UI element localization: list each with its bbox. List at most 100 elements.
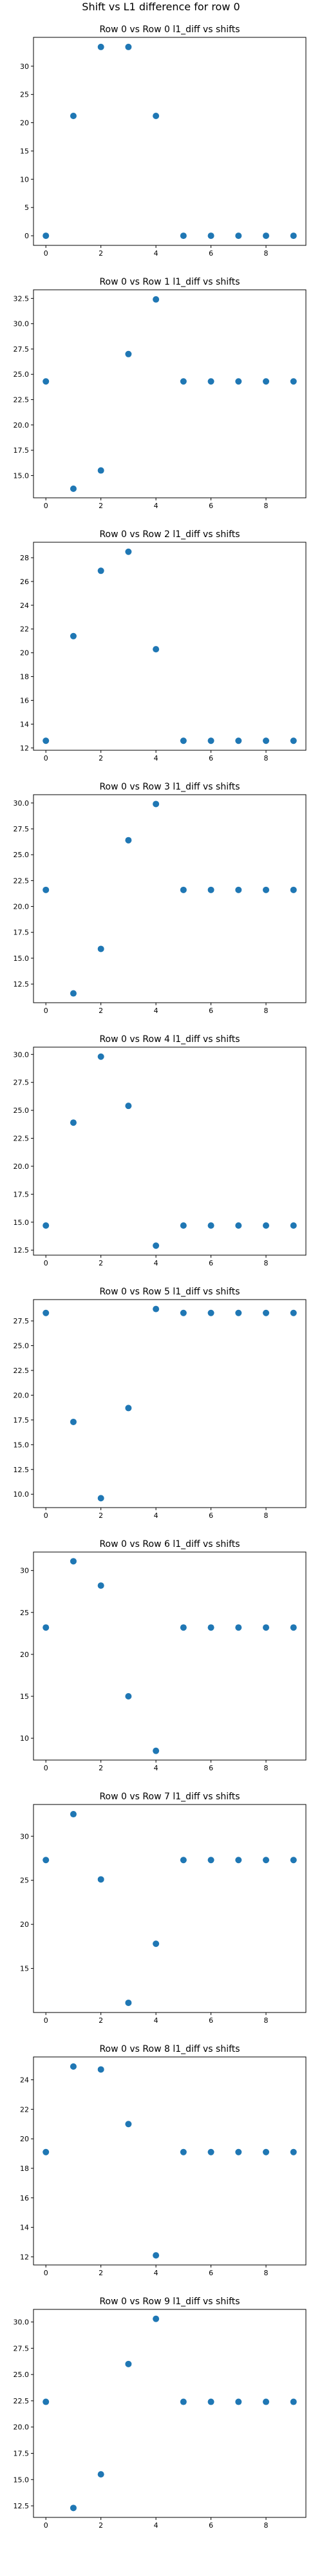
data-point xyxy=(180,378,187,385)
y-tick-label: 15 xyxy=(20,1692,29,1701)
data-point xyxy=(180,1309,187,1316)
x-tick-label: 4 xyxy=(154,1764,158,1772)
y-tick-label: 20 xyxy=(20,119,29,128)
x-tick-label: 8 xyxy=(264,1007,269,1015)
data-point xyxy=(153,296,160,303)
data-point xyxy=(290,378,297,385)
x-tick-label: 6 xyxy=(209,2521,213,2530)
axes-frame xyxy=(33,1299,307,1508)
subplot-title: Row 0 vs Row 2 l1_diff vs shifts xyxy=(99,529,240,540)
x-tick-label: 6 xyxy=(209,1764,213,1772)
x-tick-label: 8 xyxy=(264,1511,269,1520)
y-tick-label: 20 xyxy=(20,1651,29,1659)
data-point xyxy=(207,378,214,385)
data-point xyxy=(263,737,270,744)
y-tick-label: 20 xyxy=(20,1920,29,1929)
data-point xyxy=(235,1624,242,1631)
data-point xyxy=(235,1222,242,1229)
y-tick-label: 15.0 xyxy=(14,1218,30,1227)
data-point xyxy=(70,2505,77,2512)
data-point xyxy=(235,737,242,744)
x-tick-label: 2 xyxy=(99,1007,103,1015)
y-tick-label: 25.0 xyxy=(14,1106,30,1115)
y-tick-label: 22.5 xyxy=(14,1135,30,1143)
data-point xyxy=(97,1495,104,1502)
x-tick-label: 8 xyxy=(264,1764,269,1772)
axes-frame xyxy=(33,542,307,751)
data-point xyxy=(70,1558,77,1565)
data-point xyxy=(207,1624,214,1631)
x-tick-label: 8 xyxy=(264,502,269,510)
axes-frame xyxy=(33,1046,307,1256)
y-tick-label: 15 xyxy=(20,1965,29,1973)
data-point xyxy=(263,886,270,893)
x-tick-label: 6 xyxy=(209,502,213,510)
data-point xyxy=(125,1999,132,2006)
subplot-title: Row 0 vs Row 0 l1_diff vs shifts xyxy=(99,24,240,35)
data-point xyxy=(290,2398,297,2405)
data-point xyxy=(153,113,160,120)
data-point xyxy=(97,567,104,574)
subplot-1: Row 0 vs Row 1 l1_diff vs shifts 0 2 4 6 8 15.… xyxy=(14,277,307,510)
data-point xyxy=(153,1305,160,1312)
data-point xyxy=(70,1119,77,1126)
y-tick-label: 15 xyxy=(20,147,29,155)
y-tick-label: 22 xyxy=(20,625,29,634)
subplot-5: Row 0 vs Row 5 l1_diff vs shifts 0 2 4 6 8 10.… xyxy=(14,1287,307,1520)
axes-frame xyxy=(33,2309,307,2518)
y-tick-label: 15.0 xyxy=(14,2476,30,2484)
data-point xyxy=(43,1624,50,1631)
x-tick-label: 0 xyxy=(44,754,48,762)
axes-frame xyxy=(33,794,307,1003)
x-tick-label: 4 xyxy=(154,2521,158,2530)
data-point xyxy=(235,1857,242,1864)
x-tick-label: 4 xyxy=(154,2016,158,2025)
y-tick-label: 25 xyxy=(20,1877,29,1885)
data-point xyxy=(180,1624,187,1631)
x-tick-label: 6 xyxy=(209,1511,213,1520)
x-tick-label: 2 xyxy=(99,1259,103,1267)
data-point xyxy=(207,1857,214,1864)
subplot-title: Row 0 vs Row 1 l1_diff vs shifts xyxy=(99,277,240,287)
data-point xyxy=(207,232,214,240)
x-tick-label: 4 xyxy=(154,502,158,510)
axes-frame xyxy=(33,1551,307,1761)
figure-suptitle: Shift vs L1 difference for row 0 xyxy=(82,1,240,13)
axes-frame xyxy=(33,37,307,246)
y-tick-label: 25 xyxy=(20,91,29,99)
x-tick-label: 0 xyxy=(44,1007,48,1015)
data-point xyxy=(70,2063,77,2070)
data-point xyxy=(125,1405,132,1412)
x-tick-label: 4 xyxy=(154,1259,158,1267)
x-tick-label: 0 xyxy=(44,249,48,258)
y-tick-label: 25.0 xyxy=(14,1342,30,1350)
subplot-title: Row 0 vs Row 8 l1_diff vs shifts xyxy=(99,2044,240,2054)
data-point xyxy=(290,1309,297,1316)
data-point xyxy=(290,737,297,744)
x-tick-label: 2 xyxy=(99,2016,103,2025)
y-tick-label: 15.0 xyxy=(14,471,30,480)
data-point xyxy=(290,232,297,240)
data-point xyxy=(43,737,50,744)
x-tick-label: 8 xyxy=(264,249,269,258)
x-tick-label: 4 xyxy=(154,1511,158,1520)
data-point xyxy=(125,2121,132,2128)
data-point xyxy=(235,2398,242,2405)
data-point xyxy=(153,1940,160,1947)
axes-frame xyxy=(33,289,307,498)
data-point xyxy=(235,378,242,385)
data-point xyxy=(70,990,77,997)
data-point xyxy=(125,548,132,555)
y-tick-label: 16 xyxy=(20,696,29,705)
x-tick-label: 4 xyxy=(154,1007,158,1015)
y-tick-label: 12 xyxy=(20,2253,29,2261)
y-tick-label: 20 xyxy=(20,2135,29,2143)
y-tick-label: 32.5 xyxy=(14,294,30,303)
data-point xyxy=(153,2315,160,2322)
x-tick-label: 6 xyxy=(209,1007,213,1015)
data-point xyxy=(125,1103,132,1110)
y-tick-label: 25.0 xyxy=(14,2371,30,2379)
